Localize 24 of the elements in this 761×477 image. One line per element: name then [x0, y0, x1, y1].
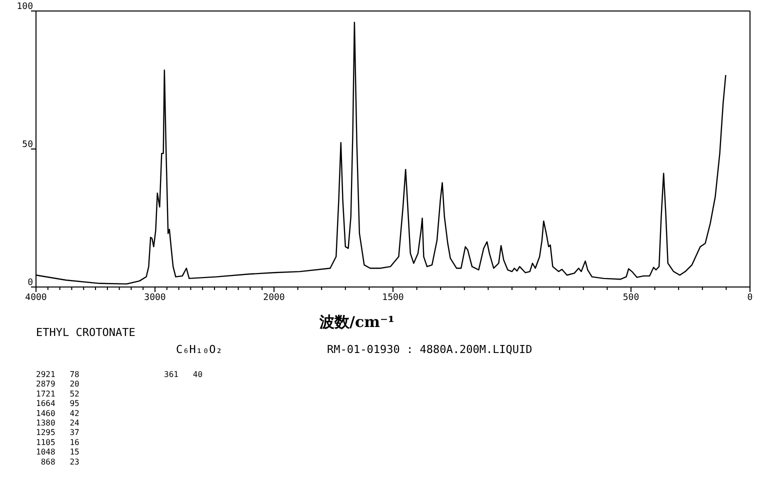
text: 868 23 — [36, 457, 80, 466]
x-tick-label: 1500 — [382, 293, 404, 303]
x-tick-label: 4000 — [25, 293, 47, 303]
y-tick-label: 100 — [16, 2, 33, 12]
text: ETHYL CROTONATE — [36, 326, 136, 339]
text: 1105 16 — [36, 438, 80, 447]
text: 1721 52 — [36, 389, 80, 398]
text: 2879 20 — [36, 380, 80, 389]
x-tick-label: 2000 — [263, 293, 285, 303]
x-tick-label: 3000 — [144, 293, 166, 303]
y-tick-label: 0 — [28, 278, 33, 288]
x-tick-label: 500 — [622, 293, 640, 303]
x-axis-title: 波数/cm⁻¹ — [318, 313, 394, 331]
text: 2921 78 — [36, 370, 80, 379]
text: 1295 37 — [36, 428, 80, 438]
text: 1048 15 — [36, 448, 80, 457]
text: 361 40 — [164, 370, 203, 379]
text: 1380 24 — [36, 418, 80, 428]
text: RM-01-01930 : 4880A.200M.LIQUID — [327, 343, 532, 356]
text: 1460 42 — [36, 408, 80, 418]
x-tick-label: 0 — [747, 293, 753, 303]
text: C₆H₁₀O₂ — [176, 343, 222, 356]
y-tick-label: 50 — [22, 140, 33, 150]
text: 1664 95 — [36, 399, 80, 408]
